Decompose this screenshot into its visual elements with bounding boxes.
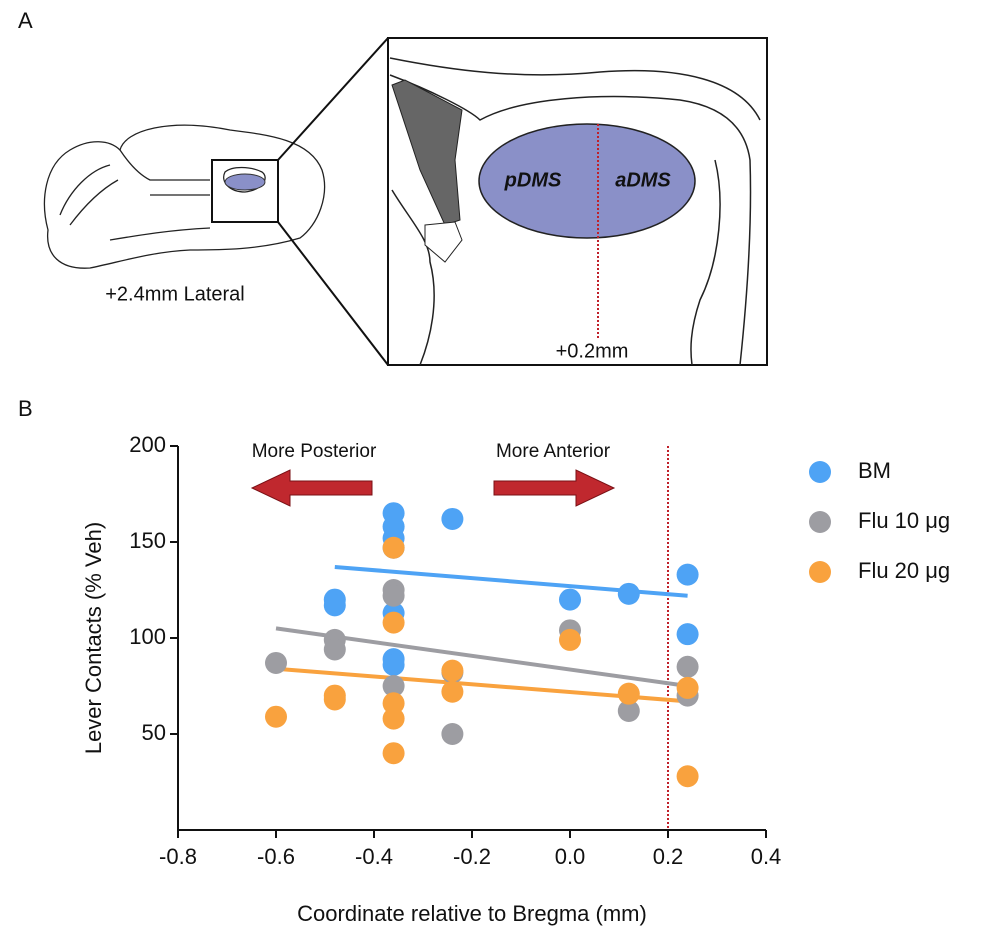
point xyxy=(382,707,405,730)
arrow-right xyxy=(493,469,616,507)
y-tick-label: 100 xyxy=(129,624,166,649)
point xyxy=(441,680,464,703)
zoom-line xyxy=(277,37,389,161)
point xyxy=(382,653,405,676)
point xyxy=(382,611,405,634)
section-label: +2.4mm Lateral xyxy=(105,283,245,305)
region-label: pDMS xyxy=(504,169,562,191)
x-tick-label: -0.2 xyxy=(453,844,491,869)
x-tick-label: 0.2 xyxy=(653,844,684,869)
x-tick-label: -0.6 xyxy=(257,844,295,869)
inset-box xyxy=(211,159,279,223)
point xyxy=(441,507,464,530)
point xyxy=(559,588,581,611)
coordinate-label: +0.2mm xyxy=(556,340,629,362)
point xyxy=(676,676,699,699)
y-axis-title: Lever Contacts (% Veh) xyxy=(81,522,106,754)
point xyxy=(559,628,581,651)
ventricle xyxy=(391,79,463,226)
y-tick-label: 150 xyxy=(129,528,166,553)
point xyxy=(382,742,405,765)
structure xyxy=(424,221,463,263)
point xyxy=(382,692,405,715)
zoom-anatomy xyxy=(389,57,761,366)
point xyxy=(323,688,346,711)
point xyxy=(617,682,640,705)
point xyxy=(676,623,699,646)
legend-marker xyxy=(809,561,831,583)
annotation: More Posterior xyxy=(252,441,377,462)
zoom-line xyxy=(277,221,389,366)
point xyxy=(617,699,640,722)
annotation: More Anterior xyxy=(496,441,611,462)
point xyxy=(676,563,699,586)
point xyxy=(441,723,464,745)
x-tick-label: 0.0 xyxy=(555,844,586,869)
legend-marker xyxy=(809,511,831,533)
point xyxy=(323,638,346,661)
panel-label: B xyxy=(18,396,33,421)
dms-region xyxy=(478,123,696,239)
legend-label: BM xyxy=(858,458,891,483)
y-tick-label: 50 xyxy=(142,720,166,745)
point xyxy=(617,582,640,605)
point xyxy=(382,675,405,697)
point xyxy=(441,659,464,682)
dms-small xyxy=(224,173,266,191)
x-tick-label: -0.8 xyxy=(159,844,197,869)
point xyxy=(265,705,287,728)
x-tick-label: -0.4 xyxy=(355,844,393,869)
brain-sketch xyxy=(43,124,326,269)
legend-label: Flu 20 μg xyxy=(858,558,950,583)
point xyxy=(676,655,699,678)
point xyxy=(382,584,405,607)
point xyxy=(382,536,405,559)
legend-label: Flu 10 μg xyxy=(858,508,950,533)
y-tick-label: 200 xyxy=(129,432,166,457)
point xyxy=(265,651,287,674)
point xyxy=(676,765,699,788)
legend-marker xyxy=(809,461,831,483)
x-axis-title: Coordinate relative to Bregma (mm) xyxy=(297,901,647,926)
arrow-left xyxy=(250,469,373,507)
point xyxy=(323,594,346,617)
panel-label: A xyxy=(18,8,33,33)
region-label: aDMS xyxy=(615,169,671,191)
x-tick-label: 0.4 xyxy=(751,844,782,869)
